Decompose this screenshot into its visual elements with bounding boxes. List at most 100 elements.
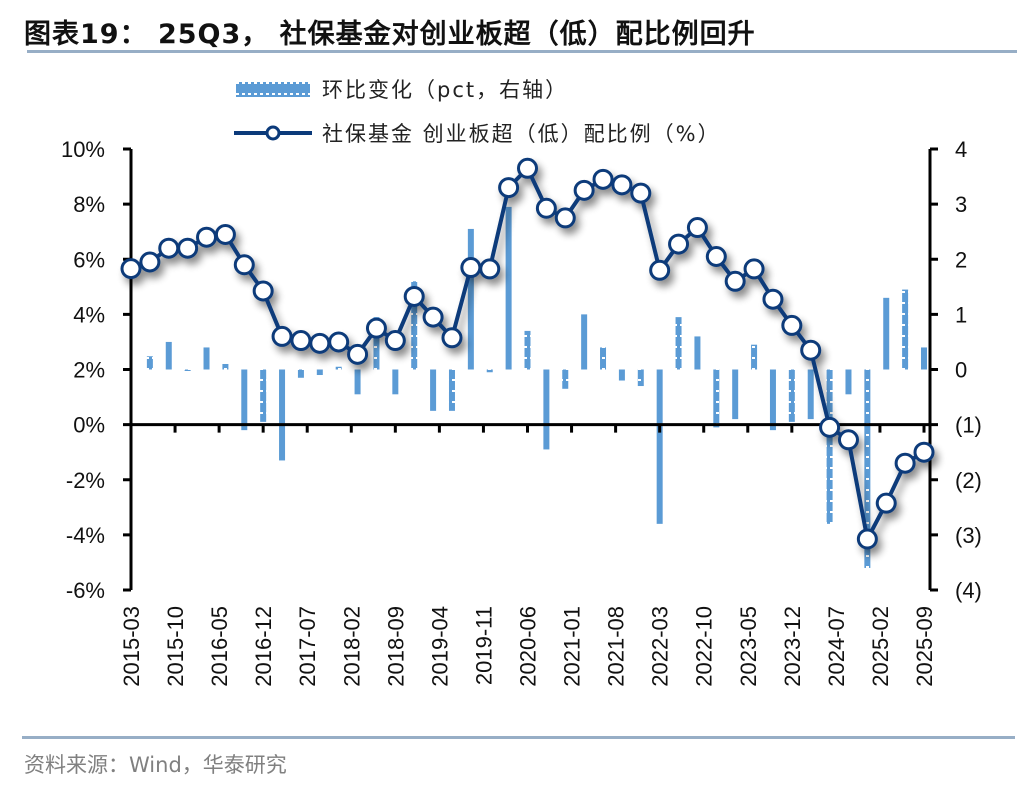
point-2024-09 xyxy=(837,429,859,451)
point-2015-09 xyxy=(158,237,180,259)
bar-2021-06 xyxy=(600,347,607,370)
left-axis-tick-label: 8% xyxy=(73,192,105,217)
point-2017-06 xyxy=(290,330,312,352)
x-axis-tick-label: 2024-07 xyxy=(824,606,849,687)
point-2023-12 xyxy=(781,314,803,336)
bar-2016-09 xyxy=(241,369,248,431)
bar-2016-06 xyxy=(222,363,229,370)
axes: 10% 8% 6% 4% 2% 0% -2% -4% -6% 4 3 2 1 0 (1) (2) (3) (4) xyxy=(61,137,982,603)
left-axis-tick-label: -4% xyxy=(66,523,105,548)
x-axis-tick-label: 2016-12 xyxy=(251,606,276,687)
x-axis-tick-label: 2021-01 xyxy=(560,606,585,687)
x-axis-tick-label: 2018-02 xyxy=(339,606,364,687)
source-note: 资料来源：Wind，华泰研究 xyxy=(24,753,287,777)
point-2019-12 xyxy=(479,258,501,280)
bar-2018-03 xyxy=(354,369,361,395)
point-2024-03 xyxy=(800,339,822,361)
point-2018-12 xyxy=(403,285,425,307)
left-axis-tick-label: 4% xyxy=(73,302,105,327)
point-2015-03 xyxy=(120,258,142,280)
bar-2023-03 xyxy=(732,369,739,420)
bar-2024-09 xyxy=(845,369,852,395)
point-2018-09 xyxy=(384,330,406,352)
point-2020-03 xyxy=(498,177,520,199)
point-2015-12 xyxy=(177,237,199,259)
point-2019-03 xyxy=(422,306,444,328)
legend-bar-label: 环比变化（pct，右轴） xyxy=(322,78,568,102)
line-with-shadow xyxy=(120,157,935,550)
right-axis-tick-label: 0 xyxy=(955,358,967,383)
x-axis-tick-label: 2023-05 xyxy=(736,606,761,687)
point-2016-09 xyxy=(233,254,255,276)
bar-2021-12 xyxy=(637,369,644,387)
bar-2024-12 xyxy=(864,369,871,568)
point-2022-12 xyxy=(705,245,727,267)
bar-2022-03 xyxy=(656,369,663,524)
point-2025-06 xyxy=(894,452,916,474)
bar-2020-12 xyxy=(562,369,569,389)
bar-2018-12 xyxy=(411,281,418,370)
point-2022-06 xyxy=(668,233,690,255)
point-2015-06 xyxy=(139,251,161,273)
left-axis-tick-label: -6% xyxy=(66,578,105,603)
left-axis-tick-label: 0% xyxy=(73,413,105,438)
right-axis-tick-label: (4) xyxy=(955,578,982,603)
point-2021-09 xyxy=(611,174,633,196)
bar-2017-09 xyxy=(316,369,323,376)
bar-series xyxy=(146,206,927,568)
bar-2023-12 xyxy=(788,369,795,422)
x-axis-tick-label: 2021-08 xyxy=(604,606,629,687)
x-axis-tick-label: 2015-10 xyxy=(163,606,188,687)
bar-2017-06 xyxy=(297,369,304,378)
bar-2015-12 xyxy=(184,369,191,371)
bar-2019-06 xyxy=(448,369,455,411)
point-2025-09 xyxy=(913,441,935,463)
point-2021-06 xyxy=(592,168,614,190)
x-axis-tick-label: 2015-03 xyxy=(119,606,144,687)
point-2017-09 xyxy=(309,332,331,354)
legend: 环比变化（pct，右轴） 社保基金 创业板超（低）配比例（%） xyxy=(234,78,721,146)
bar-2019-09 xyxy=(467,228,474,370)
bar-2023-09 xyxy=(769,369,776,431)
point-2021-12 xyxy=(630,182,652,204)
point-2022-09 xyxy=(686,217,708,239)
bar-2025-03 xyxy=(883,297,890,370)
point-2020-09 xyxy=(535,197,557,219)
point-2023-06 xyxy=(743,258,765,280)
bar-2025-09 xyxy=(921,347,927,370)
point-2025-03 xyxy=(875,492,897,514)
bar-2017-12 xyxy=(335,366,342,370)
left-axis-tick-label: 10% xyxy=(61,137,105,162)
legend-line-label: 社保基金 创业板超（低）配比例（%） xyxy=(322,122,721,146)
point-2022-03 xyxy=(649,259,671,281)
x-axis-tick-label: 2020-06 xyxy=(516,606,541,687)
right-axis-tick-label: 4 xyxy=(955,137,967,162)
right-axis-tick-label: (3) xyxy=(955,523,982,548)
bar-2020-09 xyxy=(543,369,550,450)
bar-2022-12 xyxy=(713,369,720,428)
bar-2024-06 xyxy=(826,369,833,524)
bar-2018-06 xyxy=(373,317,380,370)
x-axis-tick-label: 2019-11 xyxy=(471,606,496,685)
point-2019-06 xyxy=(441,327,463,349)
bar-2023-06 xyxy=(751,344,758,370)
x-axis-tick-label: 2022-10 xyxy=(692,606,717,687)
bar-2022-06 xyxy=(675,317,682,370)
x-axis-tick-label: 2022-03 xyxy=(648,606,673,687)
bar-2025-06 xyxy=(902,289,909,370)
bar-2016-12 xyxy=(260,369,267,422)
title-divider xyxy=(27,50,1017,53)
left-axis-tick-label: -2% xyxy=(66,468,105,493)
x-axis-tick-label: 2025-09 xyxy=(912,606,937,687)
x-axis-tick-label: 2019-04 xyxy=(427,606,452,687)
x-axis-labels: 2015-03 2015-10 2016-05 2016-12 2017-07 2018-… xyxy=(119,606,937,687)
bar-2018-09 xyxy=(392,369,399,395)
x-axis-tick-label: 2025-02 xyxy=(868,606,893,687)
bar-2016-03 xyxy=(203,347,210,370)
point-2020-12 xyxy=(554,207,576,229)
right-axis-tick-label: (1) xyxy=(955,413,982,438)
point-2020-06 xyxy=(517,157,538,179)
point-2016-06 xyxy=(214,223,236,245)
line-series xyxy=(120,157,935,550)
left-axis-tick-label: 6% xyxy=(73,247,105,272)
